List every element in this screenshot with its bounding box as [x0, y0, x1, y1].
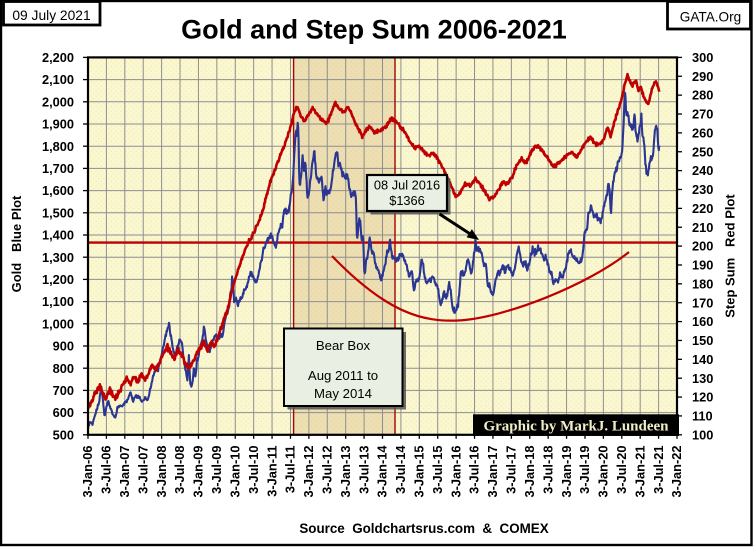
svg-text:3-Jan-08: 3-Jan-08: [154, 446, 169, 498]
svg-text:160: 160: [692, 314, 713, 329]
svg-text:3-Jul-06: 3-Jul-06: [99, 446, 114, 494]
svg-text:250: 250: [692, 144, 713, 159]
svg-text:Bear Box: Bear Box: [316, 338, 371, 353]
svg-text:3-Jul-12: 3-Jul-12: [319, 446, 334, 494]
svg-text:700: 700: [53, 383, 74, 398]
svg-text:3-Jul-14: 3-Jul-14: [393, 445, 408, 494]
svg-text:Gold Blue Plot: Gold Blue Plot: [9, 195, 24, 292]
svg-text:1,500: 1,500: [42, 205, 74, 220]
svg-text:130: 130: [692, 371, 713, 386]
svg-text:3-Jul-21: 3-Jul-21: [651, 446, 666, 494]
svg-text:3-Jan-12: 3-Jan-12: [301, 446, 316, 498]
svg-text:120: 120: [692, 390, 713, 405]
svg-text:1,000: 1,000: [42, 316, 74, 331]
svg-text:110: 110: [692, 409, 713, 424]
svg-text:2,000: 2,000: [42, 94, 74, 109]
svg-text:3-Jan-19: 3-Jan-19: [559, 446, 574, 498]
svg-text:3-Jul-11: 3-Jul-11: [283, 446, 298, 494]
svg-text:3-Jan-18: 3-Jan-18: [522, 446, 537, 498]
svg-text:1,800: 1,800: [42, 139, 74, 154]
svg-text:3-Jan-15: 3-Jan-15: [412, 446, 427, 498]
svg-text:3-Jan-17: 3-Jan-17: [485, 446, 500, 498]
svg-text:3-Jan-11: 3-Jan-11: [264, 446, 279, 497]
svg-text:1,400: 1,400: [42, 228, 74, 243]
svg-text:270: 270: [692, 107, 713, 122]
svg-text:3-Jul-19: 3-Jul-19: [577, 446, 592, 494]
svg-text:190: 190: [692, 258, 713, 273]
svg-text:3-Jan-07: 3-Jan-07: [117, 446, 132, 498]
svg-text:1,700: 1,700: [42, 161, 74, 176]
svg-text:08 Jul 2016: 08 Jul 2016: [374, 178, 440, 193]
svg-text:220: 220: [692, 201, 713, 216]
svg-text:150: 150: [692, 333, 713, 348]
svg-text:Step Sum Red Plot: Step Sum Red Plot: [723, 194, 738, 318]
svg-text:1,600: 1,600: [42, 183, 74, 198]
svg-text:3-Jul-17: 3-Jul-17: [504, 446, 519, 494]
svg-text:900: 900: [53, 339, 74, 354]
svg-text:3-Jan-09: 3-Jan-09: [191, 446, 206, 498]
svg-text:1,300: 1,300: [42, 250, 74, 265]
svg-text:1,100: 1,100: [42, 294, 74, 309]
svg-text:2,200: 2,200: [42, 50, 74, 65]
svg-text:09 July 2021: 09 July 2021: [12, 8, 90, 23]
svg-text:1,900: 1,900: [42, 117, 74, 132]
svg-text:3-Jul-07: 3-Jul-07: [135, 446, 150, 494]
svg-text:300: 300: [692, 50, 713, 65]
svg-text:1,200: 1,200: [42, 272, 74, 287]
svg-text:3-Jul-08: 3-Jul-08: [172, 446, 187, 494]
svg-text:3-Jul-09: 3-Jul-09: [209, 446, 224, 494]
svg-text:170: 170: [692, 295, 713, 310]
svg-text:$1366: $1366: [389, 193, 425, 208]
svg-text:May 2014: May 2014: [314, 386, 372, 401]
svg-text:500: 500: [53, 427, 74, 442]
svg-text:3-Jan-10: 3-Jan-10: [227, 446, 242, 498]
svg-text:2,100: 2,100: [42, 72, 74, 87]
svg-text:3-Jul-18: 3-Jul-18: [540, 446, 555, 494]
svg-text:3-Jan-22: 3-Jan-22: [669, 446, 684, 498]
svg-text:100: 100: [692, 427, 713, 442]
svg-text:3-Jul-13: 3-Jul-13: [356, 446, 371, 494]
svg-text:230: 230: [692, 182, 713, 197]
svg-text:GATA.Org: GATA.Org: [680, 10, 741, 25]
svg-text:Graphic by MarkJ. Lundeen: Graphic by MarkJ. Lundeen: [483, 419, 669, 435]
svg-text:3-Jul-10: 3-Jul-10: [246, 446, 261, 494]
svg-text:260: 260: [692, 126, 713, 141]
svg-text:Source Goldchartsrus.com &: Source Goldchartsrus.com & COMEX: [299, 521, 548, 536]
svg-text:3-Jul-15: 3-Jul-15: [430, 446, 445, 494]
svg-text:800: 800: [53, 361, 74, 376]
svg-text:3-Jan-13: 3-Jan-13: [338, 446, 353, 498]
svg-text:280: 280: [692, 88, 713, 103]
svg-text:140: 140: [692, 352, 713, 367]
svg-text:600: 600: [53, 405, 74, 420]
svg-text:180: 180: [692, 276, 713, 291]
svg-text:Aug 2011 to: Aug 2011 to: [308, 368, 378, 383]
svg-text:200: 200: [692, 239, 713, 254]
svg-text:3-Jul-16: 3-Jul-16: [467, 445, 482, 493]
svg-text:3-Jul-20: 3-Jul-20: [614, 446, 629, 494]
svg-text:3-Jan-20: 3-Jan-20: [596, 446, 611, 498]
svg-text:3-Jan-06: 3-Jan-06: [80, 446, 95, 498]
svg-text:3-Jan-16: 3-Jan-16: [448, 446, 463, 498]
svg-text:Gold and Step Sum 2006-2021: Gold and Step Sum 2006-2021: [181, 15, 567, 45]
svg-text:290: 290: [692, 69, 713, 84]
svg-text:3-Jan-14: 3-Jan-14: [375, 445, 390, 498]
svg-text:240: 240: [692, 163, 713, 178]
svg-text:3-Jan-21: 3-Jan-21: [632, 446, 647, 498]
svg-text:210: 210: [692, 220, 713, 235]
